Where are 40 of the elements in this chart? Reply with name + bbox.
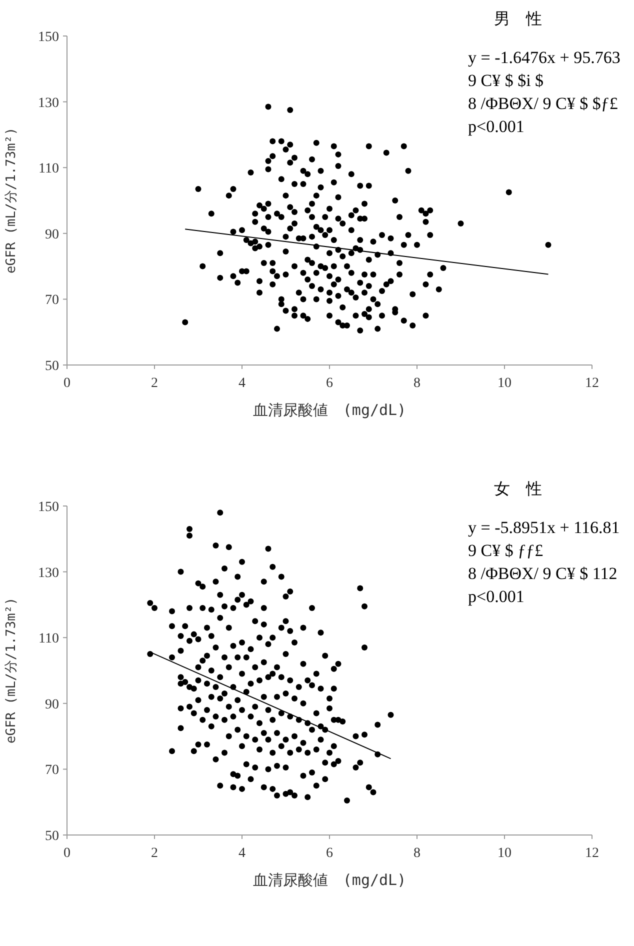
- annotation: 8 /ΦBΘX/ 9 C¥ $ 112: [468, 564, 618, 583]
- x-tick-label: 12: [585, 846, 599, 861]
- x-tick-label: 12: [585, 376, 599, 391]
- x-tick-label: 10: [498, 376, 512, 391]
- annotation: 8 /ΦBΘX/ 9 C¥ $ $ƒ£: [468, 94, 618, 113]
- annotation: 9 C¥ $ ƒƒ£: [468, 541, 544, 560]
- x-tick-label: 8: [414, 376, 420, 391]
- y-tick-label: 130: [38, 96, 59, 111]
- annotation: y = -5.8951x + 116.81: [468, 518, 620, 537]
- chart-title: 男 性: [494, 11, 542, 28]
- y-tick-label: 90: [45, 697, 59, 712]
- chart-title: 女 性: [494, 481, 542, 498]
- x-tick-label: 0: [64, 846, 70, 861]
- x-tick-label: 2: [151, 846, 158, 861]
- y-axis-title: eGFR (mL/分/1.73m²): [4, 597, 19, 744]
- annotation: p<0.001: [468, 587, 524, 606]
- y-tick-label: 110: [38, 632, 59, 647]
- y-tick-label: 50: [45, 359, 59, 374]
- annotation: y = -1.6476x + 95.763: [468, 48, 620, 67]
- y-tick-label: 70: [45, 293, 59, 308]
- x-tick-label: 0: [64, 376, 70, 391]
- y-tick-label: 150: [38, 30, 59, 45]
- y-tick-label: 150: [38, 500, 59, 515]
- y-tick-label: 90: [45, 227, 59, 242]
- y-tick-label: 50: [45, 829, 59, 844]
- x-tick-label: 6: [326, 376, 333, 391]
- x-tick-label: 10: [498, 846, 512, 861]
- x-tick-label: 4: [238, 376, 246, 391]
- x-tick-label: 4: [238, 846, 246, 861]
- annotation: 9 C¥ $ $i $: [468, 71, 544, 90]
- annotation: p<0.001: [468, 117, 524, 136]
- x-tick-label: 2: [151, 376, 158, 391]
- y-tick-label: 130: [38, 566, 59, 581]
- x-axis-title: 血清尿酸値 (mg/dL): [252, 871, 406, 889]
- x-tick-label: 6: [326, 846, 333, 861]
- y-tick-label: 110: [38, 162, 59, 177]
- x-axis-title: 血清尿酸値 (mg/dL): [252, 401, 406, 419]
- x-tick-label: 8: [414, 846, 420, 861]
- y-tick-label: 70: [45, 763, 59, 778]
- y-axis-title: eGFR (mL/分/1.73m²): [4, 127, 19, 274]
